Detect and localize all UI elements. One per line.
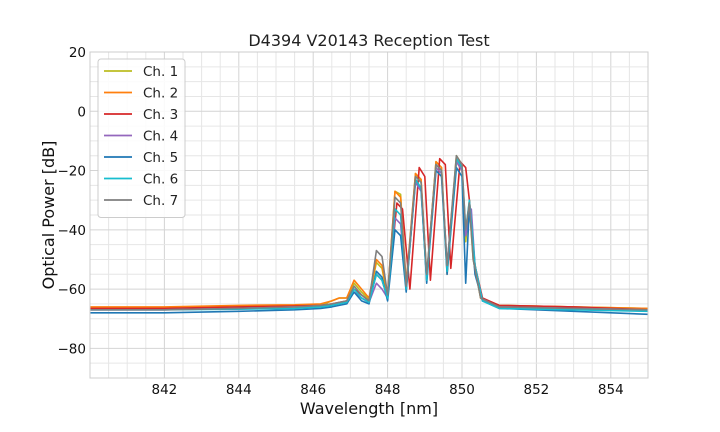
legend-label: Ch. 4 [143,129,178,145]
x-axis-label: Wavelength [nm] [300,399,438,418]
x-tick-label: 842 [152,382,178,398]
legend: Ch. 1 Ch. 2 Ch. 3 Ch. 4 Ch. 5 Ch. 6 Ch. 7 [97,58,186,218]
y-tick-label: −20 [58,164,87,180]
x-tick-label: 844 [226,382,252,398]
series-lines [90,154,649,316]
y-axis-label: Optical Power [dB] [39,141,58,290]
y-tick-label: 20 [69,45,86,61]
y-tick-label: 0 [77,104,86,120]
x-tick-label: 854 [598,382,624,398]
y-tick-label: −80 [58,341,87,357]
x-tick-label: 850 [449,382,475,398]
legend-label: Ch. 5 [143,150,178,166]
legend-label: Ch. 2 [143,86,178,102]
y-tick-label: −40 [58,223,87,239]
legend-label: Ch. 1 [143,64,178,80]
legend-label: Ch. 7 [143,193,178,209]
series-line-ch-5 [90,166,649,316]
legend-label: Ch. 6 [143,172,178,188]
y-tick-label: −60 [58,282,87,298]
x-tick-label: 848 [375,382,401,398]
tick-labels: 842 844 846 848 850 852 854 20 0 −20 −40 −60 −80 [58,45,624,398]
x-tick-label: 852 [524,382,550,398]
chart-title: D4394 V20143 Reception Test [248,31,489,50]
series-line-ch-7 [90,154,649,311]
legend-label: Ch. 3 [143,107,178,123]
plot-frame [89,51,649,379]
x-tick-label: 846 [300,382,326,398]
